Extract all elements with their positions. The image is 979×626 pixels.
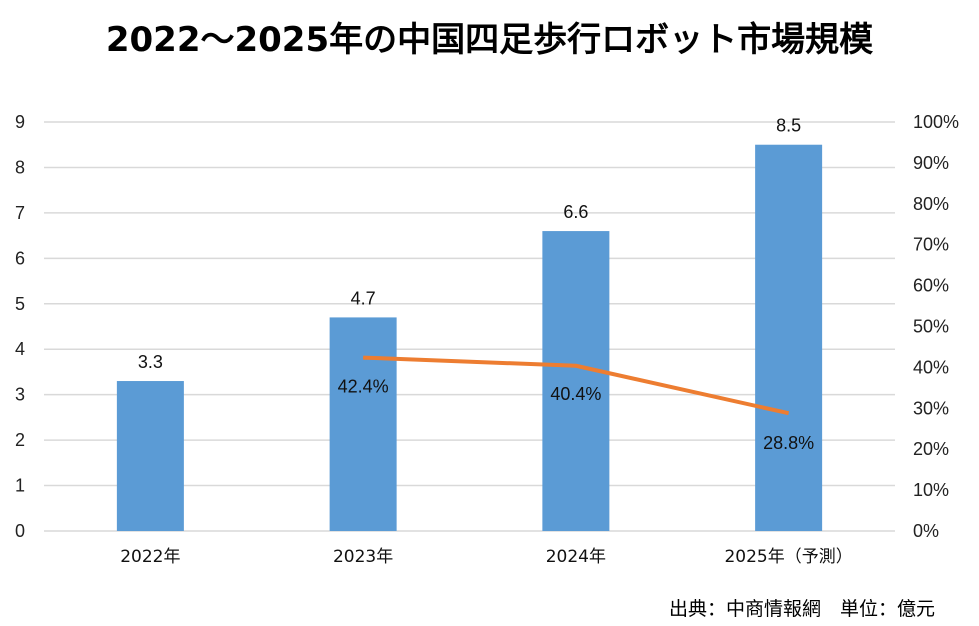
- right-axis-tick-label: 10%: [913, 480, 949, 500]
- right-axis-tick-label: 90%: [913, 153, 949, 173]
- line-value-label: 40.4%: [550, 384, 601, 404]
- bar-value-label: 6.6: [563, 202, 588, 222]
- left-axis-tick-label: 7: [15, 203, 25, 223]
- right-axis-tick-label: 20%: [913, 439, 949, 459]
- right-axis-tick-label: 70%: [913, 235, 949, 255]
- category-label: 2022年: [120, 547, 180, 567]
- bar-value-label: 8.5: [776, 116, 801, 136]
- category-label: 2023年: [333, 547, 393, 567]
- source-note: 出典：中商情報網 単位：億元: [668, 598, 935, 620]
- gridlines: [44, 121, 895, 532]
- bar-value-label: 4.7: [351, 288, 376, 308]
- bar: [116, 381, 184, 531]
- left-axis-tick-label: 5: [15, 294, 25, 314]
- category-label: 2024年: [546, 547, 606, 567]
- line-data-labels: 42.4% 40.4% 28.8%: [338, 377, 815, 454]
- left-axis-tick-label: 4: [15, 339, 25, 359]
- bar: [755, 144, 823, 531]
- right-axis-tick-label: 0%: [913, 521, 939, 541]
- bar: [329, 317, 397, 531]
- bar-value-label: 3.3: [138, 352, 163, 372]
- right-axis-tick-label: 40%: [913, 357, 949, 377]
- left-axis-tick-label: 9: [15, 112, 25, 132]
- left-axis-tick-label: 0: [15, 521, 25, 541]
- category-label: 2025年（予測）: [724, 547, 852, 567]
- right-axis-tick-label: 50%: [913, 317, 949, 337]
- right-axis-tick-label: 30%: [913, 398, 949, 418]
- chart-title: 2022～2025年の中国四足歩行ロボット市場規模: [105, 20, 874, 60]
- right-axis-tick-label: 60%: [913, 276, 949, 296]
- line-value-label: 28.8%: [763, 433, 814, 453]
- right-axis-tick-label: 80%: [913, 194, 949, 214]
- left-axis-tick-label: 8: [15, 157, 25, 177]
- category-labels: 2022年 2023年 2024年 2025年（予測）: [120, 547, 853, 567]
- bar: [542, 231, 610, 532]
- right-axis-tick-label: 100%: [913, 112, 959, 132]
- left-axis-ticks: 0 1 2 3 4 5 6 7 8 9: [15, 112, 25, 541]
- bar-data-labels: 3.3 4.7 6.6 8.5: [138, 116, 801, 372]
- left-axis-tick-label: 1: [15, 476, 25, 496]
- line-value-label: 42.4%: [338, 377, 389, 397]
- left-axis-tick-label: 2: [15, 430, 25, 450]
- line-series: [363, 355, 790, 416]
- left-axis-tick-label: 6: [15, 248, 25, 268]
- bar-series: [116, 144, 823, 532]
- left-axis-tick-label: 3: [15, 385, 25, 405]
- right-axis-ticks: 0% 10% 20% 30% 40% 50% 60% 70% 80% 90% 100%: [913, 112, 959, 541]
